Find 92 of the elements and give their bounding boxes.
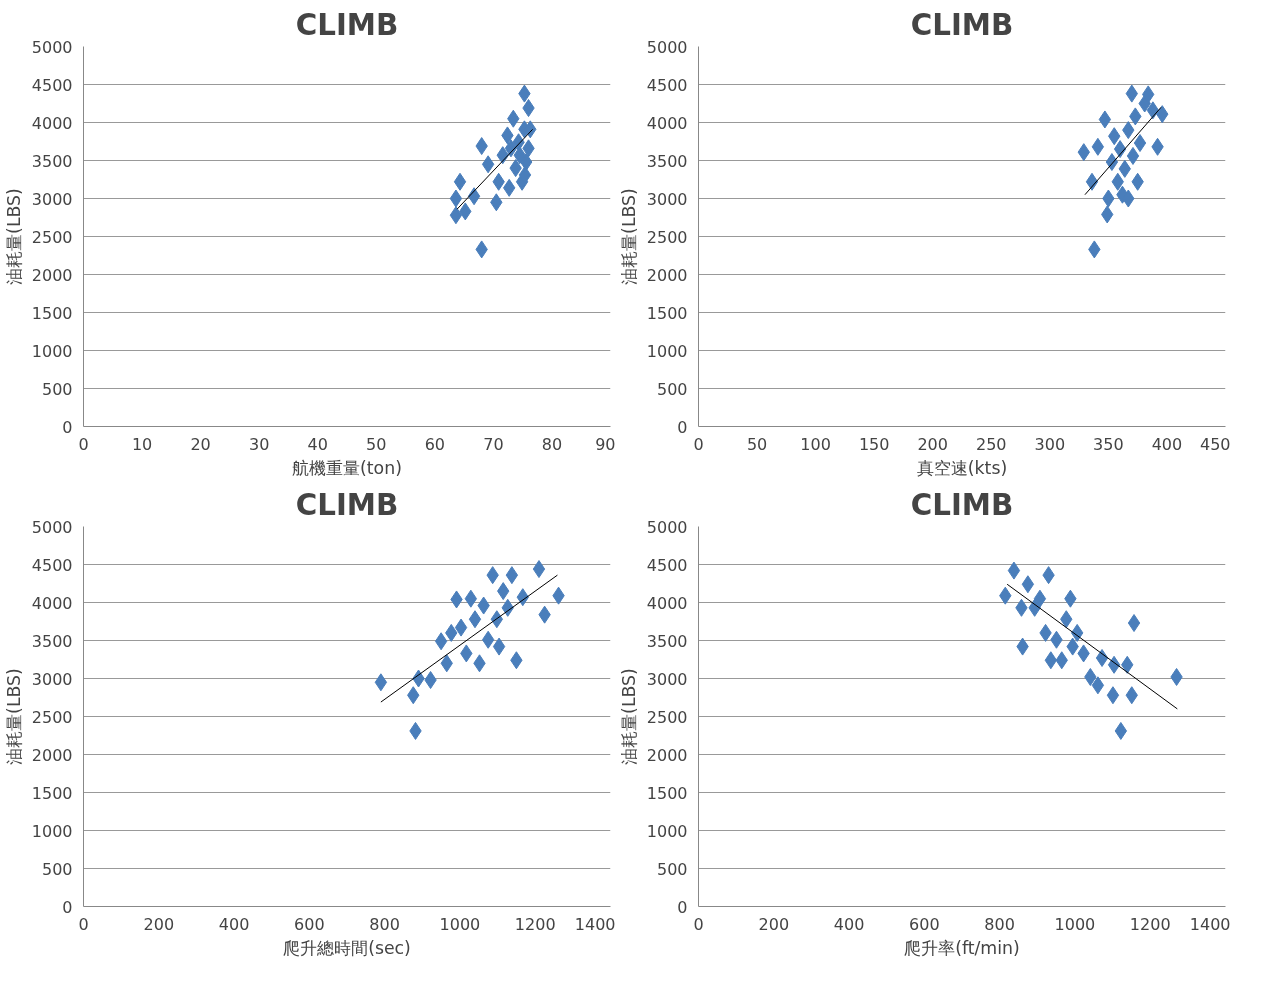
y-tick-label: 4500 — [646, 75, 688, 95]
x-tick-label: 30 — [248, 434, 270, 454]
x-tick-label: 0 — [693, 434, 704, 454]
y-tick-label: 500 — [41, 859, 73, 879]
y-tick-label: 2000 — [31, 745, 73, 765]
x-tick-label: 50 — [366, 434, 387, 454]
y-tick-label: 1000 — [646, 341, 688, 361]
y-tick-label: 4500 — [31, 555, 73, 575]
x-tick-label: 400 — [1151, 434, 1183, 454]
x-tick-label: 450 — [1199, 434, 1231, 454]
x-tick-label: 1400 — [574, 914, 616, 934]
y-tick-label: 2000 — [646, 265, 688, 285]
y-tick-label: 1000 — [646, 821, 688, 841]
y-tick-label: 5000 — [31, 517, 73, 537]
x-tick-label: 200 — [917, 434, 948, 454]
x-axis-title: 爬升總時間(sec) — [283, 937, 411, 958]
y-tick-label: 1500 — [646, 303, 688, 323]
y-tick-label: 5000 — [31, 37, 73, 57]
x-tick-label: 1200 — [514, 914, 556, 934]
y-tick-label: 4000 — [31, 113, 73, 133]
y-axis-title: 油耗量(LBS) — [3, 668, 24, 765]
y-tick-label: 0 — [62, 417, 73, 437]
x-tick-label: 1000 — [1054, 914, 1096, 934]
y-tick-label: 3500 — [31, 631, 73, 651]
y-tick-label: 4000 — [646, 593, 688, 613]
y-tick-label: 2500 — [646, 707, 688, 727]
x-tick-label: 40 — [307, 434, 328, 454]
y-tick-label: 3000 — [646, 189, 688, 209]
x-tick-label: 1000 — [439, 914, 481, 934]
y-tick-label: 3000 — [646, 669, 688, 689]
x-tick-label: 1200 — [1129, 914, 1171, 934]
y-tick-label: 500 — [41, 379, 73, 399]
x-tick-label: 800 — [369, 914, 400, 934]
chart-title: CLIMB — [910, 7, 1014, 42]
y-tick-label: 3500 — [31, 151, 73, 171]
y-tick-label: 4500 — [646, 555, 688, 575]
x-tick-label: 1400 — [1189, 914, 1231, 934]
x-tick-label: 0 — [78, 434, 89, 454]
y-tick-label: 4000 — [646, 113, 688, 133]
y-tick-label: 0 — [62, 897, 73, 917]
x-tick-label: 350 — [1093, 434, 1124, 454]
y-tick-label: 3500 — [646, 151, 688, 171]
x-axis-title: 真空速(kts) — [916, 457, 1008, 478]
x-tick-label: 100 — [800, 434, 831, 454]
y-tick-label: 2500 — [31, 707, 73, 727]
x-tick-label: 600 — [294, 914, 325, 934]
chart-title: CLIMB — [295, 7, 399, 42]
x-tick-label: 0 — [78, 914, 89, 934]
x-tick-label: 90 — [595, 434, 616, 454]
y-tick-label: 4000 — [31, 593, 73, 613]
y-tick-label: 1500 — [31, 783, 73, 803]
chart-title: CLIMB — [295, 487, 399, 522]
y-tick-label: 2000 — [31, 265, 73, 285]
y-axis-title: 油耗量(LBS) — [618, 188, 639, 285]
x-tick-label: 0 — [693, 914, 704, 934]
y-tick-label: 1000 — [31, 821, 73, 841]
y-tick-label: 500 — [656, 859, 688, 879]
y-axis-title: 油耗量(LBS) — [618, 668, 639, 765]
y-tick-label: 500 — [656, 379, 688, 399]
x-tick-label: 400 — [218, 914, 250, 934]
y-tick-label: 3500 — [646, 631, 688, 651]
x-axis-title: 航機重量(ton) — [292, 457, 402, 478]
x-tick-label: 50 — [746, 434, 768, 454]
y-tick-label: 1500 — [31, 303, 73, 323]
x-tick-label: 20 — [190, 434, 211, 454]
x-tick-label: 600 — [909, 914, 940, 934]
x-tick-label: 400 — [833, 914, 865, 934]
y-tick-label: 2000 — [646, 745, 688, 765]
y-axis-title: 油耗量(LBS) — [3, 188, 24, 285]
y-tick-label: 3000 — [31, 669, 73, 689]
y-tick-label: 5000 — [646, 37, 688, 57]
x-tick-label: 80 — [541, 434, 563, 454]
y-tick-label: 4500 — [31, 75, 73, 95]
x-tick-label: 800 — [984, 914, 1015, 934]
x-tick-label: 200 — [143, 914, 175, 934]
x-tick-label: 150 — [858, 434, 890, 454]
y-tick-label: 0 — [677, 417, 688, 437]
y-tick-label: 2500 — [646, 227, 688, 247]
y-tick-label: 3000 — [31, 189, 73, 209]
x-axis-title: 爬升率(ft/min) — [904, 937, 1020, 958]
y-tick-label: 1500 — [646, 783, 688, 803]
chart-title: CLIMB — [910, 487, 1014, 522]
x-tick-label: 70 — [483, 434, 504, 454]
y-tick-label: 2500 — [31, 227, 73, 247]
y-tick-label: 5000 — [646, 517, 688, 537]
x-tick-label: 10 — [131, 434, 153, 454]
x-tick-label: 300 — [1034, 434, 1066, 454]
x-tick-label: 200 — [758, 914, 790, 934]
x-tick-label: 60 — [424, 434, 446, 454]
x-tick-label: 250 — [976, 434, 1007, 454]
y-tick-label: 0 — [677, 897, 688, 917]
y-tick-label: 1000 — [31, 341, 73, 361]
